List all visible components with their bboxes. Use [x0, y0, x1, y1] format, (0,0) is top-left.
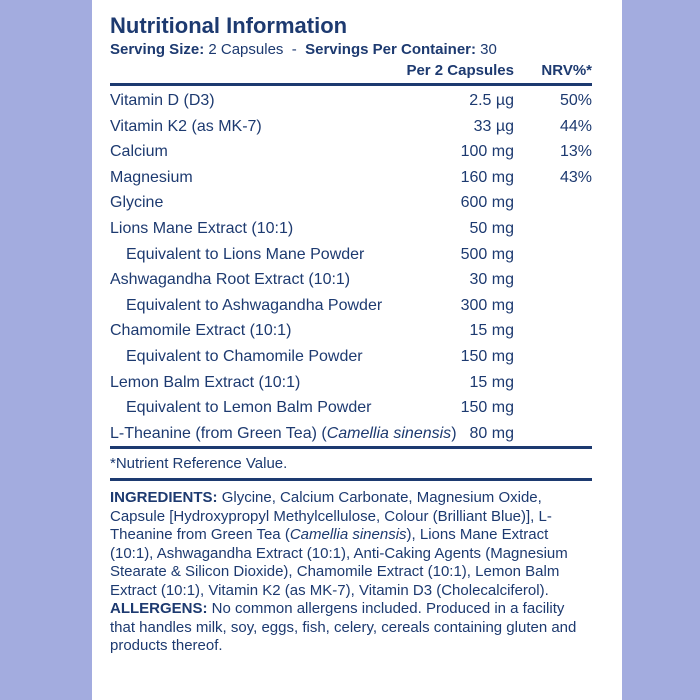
nutrient-name: Magnesium — [110, 168, 193, 186]
serving-line: Serving Size: 2 Capsules - Servings Per … — [110, 40, 592, 59]
nutrient-name: Vitamin D (D3) — [110, 92, 215, 109]
amount: 30 mg — [469, 271, 514, 289]
nutrient-name-cell: Chamomile Extract (10:1) — [110, 322, 291, 340]
separator: - — [291, 41, 297, 58]
nutrient-name: Glycine — [110, 194, 164, 212]
nutrient-name-cell: Equivalent to Ashwagandha Powder — [126, 297, 382, 315]
nutrient-name-cell: Equivalent to Lemon Balm Powder — [126, 399, 371, 417]
nutrient-name: Equivalent to Ashwagandha Powder — [126, 296, 383, 314]
nutrient-name: Vitamin K2 (as MK-7) — [110, 117, 262, 135]
nutrient-name-cell: Lions Mane Extract (10:1) — [110, 220, 293, 238]
nutrient-name: Chamomile Extract (10:1) — [110, 322, 292, 340]
serving-size-label: Serving Size: — [110, 41, 205, 58]
nutrient-name: Lemon Balm Extract (10:1) — [110, 373, 301, 391]
amount: 150 mg — [460, 399, 514, 417]
label-panel: Nutritional Information Serving Size: 2 … — [92, 0, 622, 700]
ingredients-text: Glycine, Calcium Carbonate, Magnesium Ox… — [110, 489, 552, 544]
nutrient-row: Lemon Balm Extract (10:1) 15 mg — [110, 370, 592, 396]
nutrient-name: Equivalent to Chamomile Powder — [126, 347, 363, 365]
nutrient-name-italic: Camellia sinensis — [326, 424, 452, 442]
nutrient-name: Lions Mane Extract (10:1) — [110, 219, 294, 237]
amount: 50 mg — [469, 219, 514, 237]
nutrient-name-cell: Vitamin D (D3) — [110, 92, 215, 110]
rule — [110, 83, 592, 86]
amount: 100 mg — [460, 143, 514, 161]
header: NRV%* — [541, 62, 592, 79]
nutrient-name-cell: Calcium — [110, 143, 168, 161]
nutrient-name-cell: L-Theanine (from Green Tea) (Camellia si… — [110, 425, 457, 443]
nutrient-name-cell: Ashwagandha Root Extract (10:1) — [110, 271, 350, 289]
title: Nutritional Information — [110, 13, 348, 38]
header: Per 2 Capsules — [406, 62, 514, 79]
allergens-label: ALLERGENS: — [110, 600, 208, 618]
label-content: Nutritional Information Serving Size: 2 … — [110, 12, 592, 656]
nutrient-name: Calcium — [110, 143, 168, 161]
nrv: 43% — [559, 168, 592, 186]
nutrient-name-cell: Glycine — [110, 194, 163, 212]
nutrient-row: Lions Mane Extract (10:1) 50 mg — [110, 216, 592, 242]
amount: 500 mg — [460, 245, 514, 263]
amount: 300 mg — [460, 296, 514, 314]
rule — [110, 478, 592, 482]
nutrient-row: Chamomile Extract (10:1) 15 mg — [110, 318, 592, 344]
allergens-text: No common allergens included. Produced i… — [110, 600, 577, 655]
nrv: 44% — [559, 117, 592, 135]
serving-size-value: 2 Capsules — [208, 41, 284, 58]
nutrient-name: L-Theanine (from Green Tea) ( — [110, 424, 327, 442]
amount: 160 mg — [460, 168, 514, 186]
nutrient-name-cell: Lemon Balm Extract (10:1) — [110, 374, 300, 392]
ingredients-text: ), Lions Mane Extract (10:1), Ashwagandh… — [110, 526, 568, 599]
nutrient-row: Equivalent to Ashwagandha Powder 300 mg — [110, 293, 592, 319]
rule — [110, 446, 592, 450]
nutrient-name: Ashwagandha Root Extract (10:1) — [110, 271, 351, 289]
nrv: 50% — [559, 92, 592, 109]
footnote: *Nutrient Reference Value. — [110, 455, 288, 473]
amount: 600 mg — [460, 194, 514, 212]
nutrient-row: Equivalent to Lions Mane Powder 500 mg — [110, 242, 592, 268]
amount: 15 mg — [469, 322, 514, 340]
per-container-label: Servings Per Container: — [305, 41, 476, 58]
nutrient-name-cell: Vitamin K2 (as MK-7) — [110, 118, 262, 136]
nutrient-name-cell: Magnesium — [110, 169, 193, 187]
nutrient-row: Equivalent to Chamomile Powder 150 mg — [110, 344, 592, 370]
nutrient-row: Ashwagandha Root Extract (10:1) 30 mg — [110, 267, 592, 293]
nutrient-row: Magnesium 160 mg 43% — [110, 165, 592, 191]
amount: 150 mg — [460, 347, 514, 365]
nutrient-row: Equivalent to Lemon Balm Powder 150 mg — [110, 395, 592, 421]
amount: 80 mg — [469, 424, 514, 442]
nutrient-name: ) — [451, 424, 457, 442]
amount: 33 µg — [473, 117, 514, 135]
nutrient-name: Equivalent to Lemon Balm Powder — [126, 399, 372, 417]
nutrient-name-cell: Equivalent to Lions Mane Powder — [126, 246, 364, 264]
allergens: ALLERGENS: No common allergens included.… — [110, 600, 592, 656]
ingredients-italic: Camellia sinensis — [289, 526, 407, 544]
nrv: 13% — [559, 143, 592, 161]
ingredients: INGREDIENTS: Glycine, Calcium Carbonate,… — [110, 489, 592, 600]
nutrient-name-cell: Equivalent to Chamomile Powder — [126, 348, 363, 366]
nutrient-row: Glycine 600 mg — [110, 190, 592, 216]
nutrient-row: L-Theanine (from Green Tea) (Camellia si… — [110, 421, 592, 447]
amount: 2.5 µg — [469, 92, 514, 109]
table-body: Vitamin D (D3) 2.5 µg 50% Vitamin K2 (as MK… — [110, 86, 592, 446]
nutrient-row: Vitamin D (D3) 2.5 µg 50% — [110, 88, 592, 114]
nutrient-row: Calcium 100 mg 13% — [110, 139, 592, 165]
nutrient-row: Vitamin K2 (as MK-7) 33 µg 44% — [110, 114, 592, 140]
table-header: Per 2 Capsules NRV%* — [110, 59, 592, 83]
amount: 15 mg — [469, 373, 514, 391]
per-container-value: 30 — [480, 41, 497, 58]
ingredients-label: INGREDIENTS: — [110, 489, 218, 507]
nutrient-name: Equivalent to Lions Mane Powder — [126, 245, 365, 263]
